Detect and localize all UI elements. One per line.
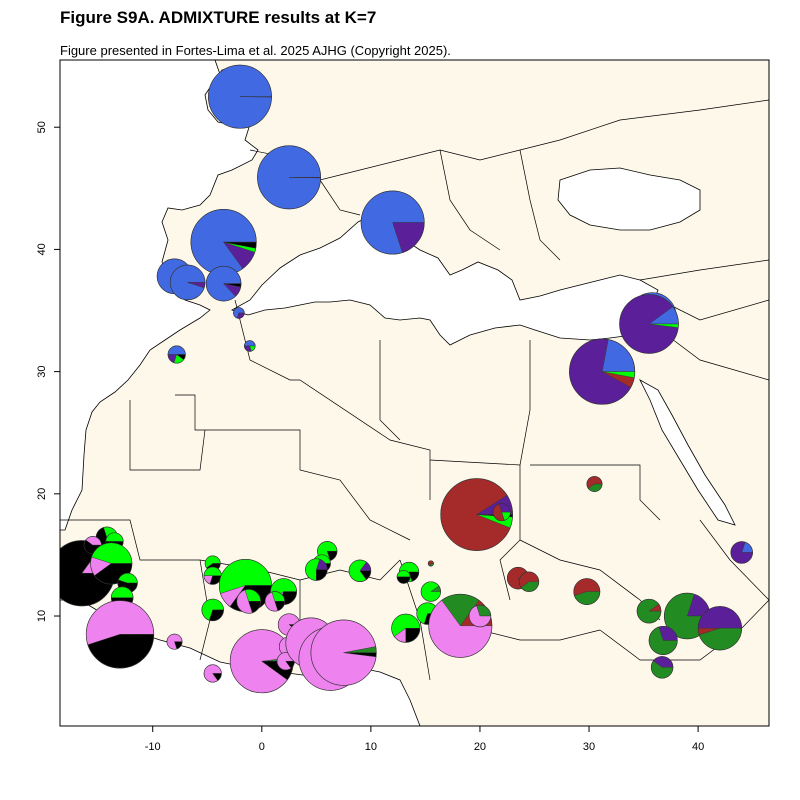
admixture-pie <box>166 633 183 650</box>
admixture-pie <box>697 606 743 651</box>
admixture-pie <box>218 558 272 612</box>
pie-outline <box>244 340 256 352</box>
pie-outline <box>169 264 206 301</box>
admixture-pie <box>169 264 206 301</box>
pie-outline <box>636 598 662 624</box>
admixture-pie <box>348 559 372 583</box>
pie-outline <box>201 598 224 622</box>
pie-outline <box>208 64 272 129</box>
admixture-pie <box>208 64 272 129</box>
plot-frame <box>59 59 770 727</box>
y-tick-label: 20 <box>36 488 48 500</box>
x-tick-label: 10 <box>365 741 377 753</box>
pie-outline <box>650 656 674 679</box>
red-sea <box>639 379 736 526</box>
pie-outline <box>468 604 492 628</box>
pie-outline <box>396 570 411 584</box>
admixture-pie <box>518 571 540 592</box>
pie-outline <box>518 571 540 592</box>
x-tick-label: 40 <box>692 741 704 753</box>
y-tick-label: 30 <box>36 365 48 377</box>
admixture-pie <box>573 578 601 605</box>
admixture-pie <box>203 566 222 585</box>
pie-outline <box>569 338 636 405</box>
admixture-pie <box>468 604 492 628</box>
admixture-pie <box>317 541 338 562</box>
admixture-pie <box>167 345 186 364</box>
axes: -10 0 10 20 30 40 10 20 30 40 50 <box>36 121 704 753</box>
figure-title: Figure S9A. ADMIXTURE results at K=7 <box>60 8 377 27</box>
pie-outline <box>360 190 425 255</box>
admixture-pie <box>420 581 441 602</box>
x-tick-label: 20 <box>474 741 486 753</box>
admixture-pie <box>236 589 262 614</box>
x-tick-label: -10 <box>145 741 161 753</box>
admixture-pie <box>396 570 411 584</box>
pie-outline <box>305 558 328 581</box>
figure-subtitle: Figure presented in Fortes-Lima et al. 2… <box>60 43 451 58</box>
pie-outline <box>236 589 262 614</box>
admixture-pie <box>730 541 753 564</box>
pie-outline <box>203 664 222 683</box>
pie-outline <box>391 613 421 643</box>
pie-outline <box>420 581 441 602</box>
black-sea <box>557 167 701 231</box>
pie-outline <box>427 560 434 567</box>
pie-outline <box>697 606 743 651</box>
x-tick-label: 30 <box>583 741 595 753</box>
pie-outline <box>310 619 377 686</box>
pie-outline <box>264 591 285 612</box>
admixture-pie <box>264 591 285 612</box>
pie-outline <box>233 307 245 319</box>
admixture-pie <box>440 478 513 551</box>
y-tick-label: 40 <box>36 243 48 255</box>
admixture-pie <box>205 265 242 302</box>
pie-outline <box>586 476 603 492</box>
admixture-pie <box>85 600 155 669</box>
pie-outline <box>348 559 372 583</box>
pie-outline <box>257 145 321 210</box>
pie-outline <box>573 578 601 605</box>
admixture-pie <box>569 338 636 405</box>
admixture-pie <box>203 664 222 683</box>
pie-outline <box>167 345 186 364</box>
admixture-pie <box>190 209 257 276</box>
admixture-pie <box>257 145 321 210</box>
admixture-pie-layer <box>60 64 753 694</box>
admixture-pie <box>650 656 674 679</box>
admixture-pie <box>636 598 662 624</box>
y-tick-label: 10 <box>36 610 48 622</box>
admixture-pie <box>391 613 421 643</box>
admixture-pie <box>360 190 425 255</box>
pie-outline <box>428 593 493 658</box>
admixture-pie <box>492 503 511 522</box>
admixture-pie <box>619 294 679 354</box>
admixture-pie <box>648 625 678 655</box>
admixture-pie <box>305 558 328 581</box>
admixture-pie <box>310 619 377 686</box>
admixture-pie <box>233 307 245 319</box>
pie-outline <box>730 541 753 564</box>
admixture-pie <box>244 340 256 352</box>
pie-outline <box>440 478 513 551</box>
x-tick-label: 0 <box>259 741 265 753</box>
admixture-pie <box>90 542 133 585</box>
y-tick-label: 50 <box>36 121 48 133</box>
pie-outline <box>166 633 183 650</box>
pie-outline <box>492 503 511 522</box>
map-area <box>60 60 769 726</box>
admixture-pie <box>427 560 434 567</box>
pie-outline <box>85 600 155 669</box>
admixture-pie <box>586 476 603 492</box>
pie-outline <box>90 542 133 585</box>
pie-outline <box>205 265 242 302</box>
admixture-pie <box>201 598 224 622</box>
pie-outline <box>648 625 678 655</box>
pie-outline <box>619 294 679 354</box>
